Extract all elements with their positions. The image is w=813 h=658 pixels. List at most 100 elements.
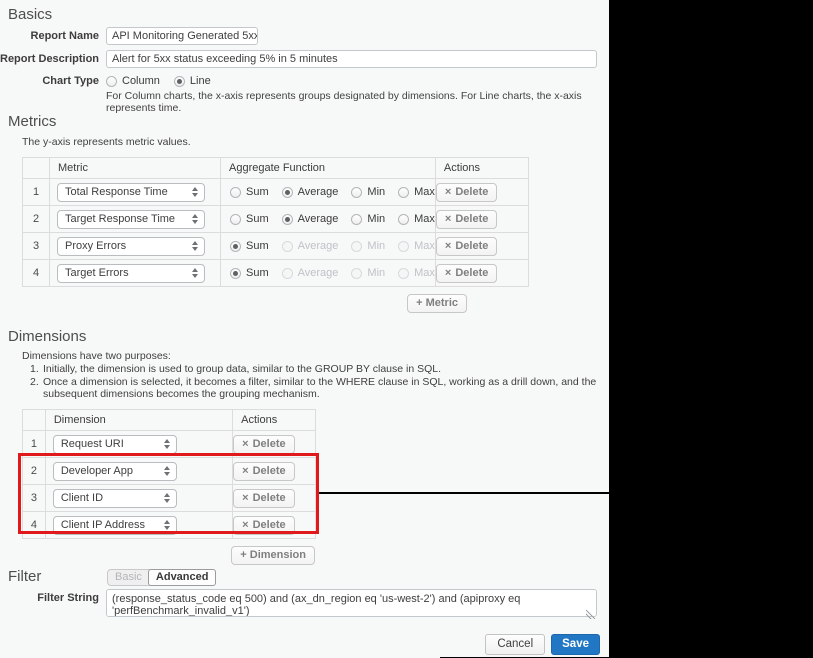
aggregate-min-radio[interactable]: Min: [351, 213, 385, 225]
delete-label: Delete: [252, 465, 286, 477]
delete-label: Delete: [455, 267, 489, 279]
aggregate-min-radio[interactable]: Min: [351, 186, 385, 198]
delete-metric-button[interactable]: × Delete: [435, 264, 498, 283]
aggregate-option-label: Average: [297, 240, 339, 252]
radio-circle-icon: [230, 267, 241, 279]
aggregate-option-label: Min: [367, 213, 386, 225]
aggregate-max-radio[interactable]: Max: [398, 186, 435, 198]
x-icon: ×: [444, 186, 452, 198]
aggregate-sum-radio[interactable]: Sum: [230, 213, 269, 225]
report-description-row: Report Description Alert for 5xx status …: [0, 50, 609, 68]
aggregate-sum-radio[interactable]: Sum: [230, 186, 269, 198]
metric-select[interactable]: Target Response Time: [57, 209, 205, 229]
aggregate-sum-radio[interactable]: Sum: [230, 240, 269, 252]
radio-circle-icon: [230, 240, 241, 252]
delete-label: Delete: [455, 240, 489, 252]
aggregate-max-radio[interactable]: Max: [398, 213, 435, 225]
radio-circle-icon: [106, 75, 117, 87]
dimension-select[interactable]: Client IP Address: [52, 515, 177, 535]
aggregate-option-label: Max: [414, 240, 435, 252]
dimension-select[interactable]: Client ID: [52, 488, 177, 508]
aggregate-option-label: Max: [414, 213, 435, 225]
cancel-button[interactable]: Cancel: [485, 634, 546, 655]
section-basics: Basics Report Name API Monitoring Genera…: [0, 0, 609, 114]
aggregate-option-label: Sum: [246, 213, 269, 225]
report-name-label: Report Name: [30, 30, 99, 42]
aggregate-average-radio: Average: [281, 240, 339, 252]
delete-metric-button[interactable]: × Delete: [435, 237, 498, 256]
chart-type-column-radio[interactable]: Column: [106, 75, 160, 87]
aggregate-sum-radio[interactable]: Sum: [230, 267, 269, 279]
section-dimensions: Dimensions Dimensions have two purposes:…: [0, 328, 813, 565]
aggregate-radio-group: Sum Average Min Max: [221, 213, 435, 225]
delete-metric-button[interactable]: × Delete: [435, 183, 498, 202]
save-button[interactable]: Save: [551, 634, 600, 655]
metrics-heading: Metrics: [8, 113, 57, 130]
delete-dimension-button[interactable]: × Delete: [233, 516, 295, 535]
chart-type-radio-group: Column Line: [106, 74, 211, 87]
radio-circle-icon: [398, 186, 410, 198]
report-name-input[interactable]: API Monitoring Generated 5xx Aler: [106, 27, 258, 45]
filter-string-input[interactable]: [106, 589, 597, 617]
metrics-table: Metric Aggregate Function Actions 1 Tota…: [22, 157, 529, 287]
aggregate-option-label: Min: [367, 186, 386, 198]
aggregate-option-label: Min: [367, 240, 386, 252]
dimensions-header-row: Dimension Actions: [22, 409, 316, 431]
delete-dimension-button[interactable]: × Delete: [233, 462, 295, 481]
metrics-aggregate-header: Aggregate Function: [220, 157, 436, 179]
x-icon: ×: [444, 267, 452, 279]
radio-circle-icon: [351, 213, 363, 225]
chart-type-help-text: For Column charts, the x-axis represents…: [106, 90, 582, 114]
dimension-select-value: Client IP Address: [60, 519, 146, 531]
report-description-input[interactable]: Alert for 5xx status exceeding 5% in 5 m…: [106, 50, 597, 68]
metric-select[interactable]: Total Response Time: [57, 182, 205, 202]
section-filter: Filter Basic Advanced Filter String: [0, 565, 609, 622]
add-dimension-button[interactable]: + Dimension: [231, 546, 315, 565]
metric-row: 2 Target Response Time Sum Average Min Max …: [22, 205, 529, 233]
metric-select[interactable]: Proxy Errors: [57, 236, 205, 256]
add-metric-button[interactable]: + Metric: [407, 294, 467, 313]
delete-dimension-button[interactable]: × Delete: [233, 489, 295, 508]
aggregate-min-radio: Min: [351, 267, 385, 279]
aggregate-option-label: Sum: [246, 240, 269, 252]
metrics-header-row: Metric Aggregate Function Actions: [22, 157, 529, 179]
aggregate-average-radio[interactable]: Average: [281, 186, 338, 198]
dimensions-index-header: [22, 409, 46, 431]
aggregate-min-radio: Min: [351, 240, 385, 252]
purpose-number: 1.: [30, 363, 39, 375]
filter-mode-advanced[interactable]: Advanced: [147, 569, 217, 586]
dimension-select[interactable]: Developer App: [52, 461, 177, 481]
dimension-row-index: 3: [22, 484, 46, 512]
filter-mode-toggle: Basic Advanced: [107, 569, 217, 586]
x-icon: ×: [242, 438, 249, 450]
aggregate-average-radio[interactable]: Average: [281, 213, 339, 225]
purpose-text: Once a dimension is selected, it becomes…: [43, 376, 597, 400]
dimension-select[interactable]: Request URI: [52, 434, 177, 454]
metric-select[interactable]: Target Errors: [57, 263, 205, 283]
dimension-row-index: 1: [22, 430, 46, 458]
delete-dimension-button[interactable]: × Delete: [233, 435, 295, 454]
chart-type-row: Chart Type Column Line: [0, 74, 609, 87]
delete-metric-button[interactable]: × Delete: [435, 210, 498, 229]
radio-circle-icon: [281, 213, 293, 225]
filter-mode-basic[interactable]: Basic: [115, 571, 142, 583]
radio-circle-icon: [281, 186, 293, 198]
chart-type-line-radio[interactable]: Line: [173, 75, 211, 87]
radio-circle-icon: [281, 240, 293, 252]
dimension-select-value: Developer App: [60, 465, 133, 477]
aggregate-radio-group: Sum Average Min Max: [221, 240, 435, 252]
report-name-row: Report Name API Monitoring Generated 5xx…: [0, 27, 609, 45]
aggregate-option-label: Average: [297, 213, 339, 225]
chart-type-column-label: Column: [122, 75, 160, 87]
report-form-panel: Basics Report Name API Monitoring Genera…: [0, 0, 609, 658]
metric-select-value: Total Response Time: [65, 186, 168, 198]
metric-row-index: 3: [22, 232, 50, 260]
radio-circle-icon: [281, 267, 293, 279]
report-description-label: Report Description: [0, 53, 100, 65]
radio-circle-icon: [230, 186, 241, 198]
metric-row-index: 2: [22, 205, 50, 233]
metric-row: 3 Proxy Errors Sum Average Min Max × Delete: [22, 232, 529, 260]
delete-label: Delete: [252, 438, 286, 450]
aggregate-option-label: Min: [367, 267, 386, 279]
aggregate-max-radio: Max: [398, 240, 435, 252]
